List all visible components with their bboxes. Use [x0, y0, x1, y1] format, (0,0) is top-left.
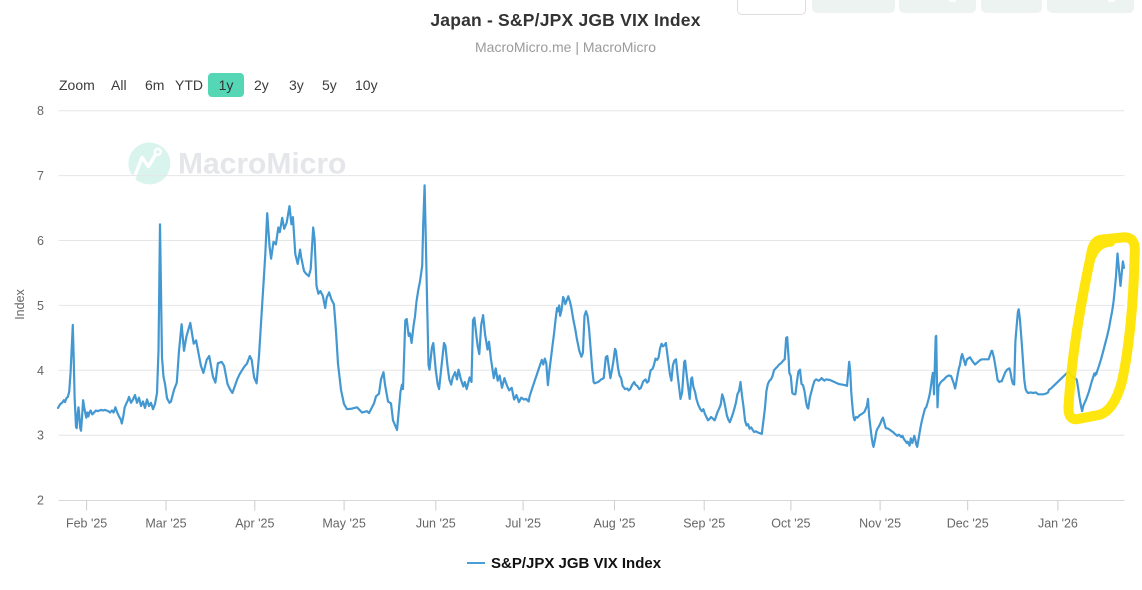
svg-text:Mar '25: Mar '25	[145, 517, 186, 531]
svg-text:7: 7	[37, 169, 44, 183]
svg-text:2: 2	[37, 494, 44, 508]
svg-text:Apr '25: Apr '25	[235, 517, 274, 531]
svg-text:Oct '25: Oct '25	[771, 517, 810, 531]
svg-text:5: 5	[37, 299, 44, 313]
svg-text:6: 6	[37, 234, 44, 248]
svg-text:Jun '25: Jun '25	[416, 517, 456, 531]
svg-text:Jan '26: Jan '26	[1038, 517, 1078, 531]
svg-text:3: 3	[37, 429, 44, 443]
svg-text:Dec '25: Dec '25	[947, 517, 989, 531]
svg-text:Aug '25: Aug '25	[593, 517, 635, 531]
svg-text:8: 8	[37, 104, 44, 118]
svg-text:Sep '25: Sep '25	[683, 517, 725, 531]
svg-text:Jul '25: Jul '25	[505, 517, 541, 531]
svg-text:MacroMicro: MacroMicro	[178, 148, 346, 181]
svg-text:May '25: May '25	[322, 517, 365, 531]
svg-text:4: 4	[37, 364, 44, 378]
svg-text:Index: Index	[13, 288, 27, 319]
svg-text:Feb '25: Feb '25	[66, 517, 107, 531]
svg-text:Nov '25: Nov '25	[859, 517, 901, 531]
